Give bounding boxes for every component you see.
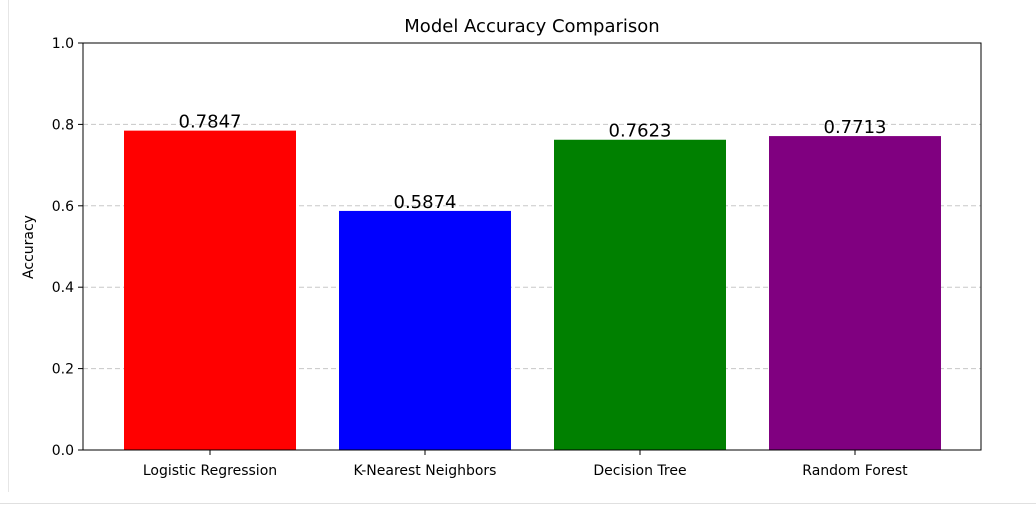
bar xyxy=(339,210,511,450)
y-tick-label: 1.0 xyxy=(52,36,74,52)
bar-value-label: 0.7847 xyxy=(179,112,242,133)
bar-value-label: 0.5874 xyxy=(394,192,457,213)
cell-bottom-border xyxy=(0,503,1036,504)
bars xyxy=(124,130,941,450)
value-labels: 0.7847 0.5874 0.7623 0.7713 xyxy=(179,112,887,213)
bar xyxy=(554,139,726,450)
plot-frame xyxy=(82,42,982,451)
y-tick-label: 0.8 xyxy=(52,117,74,133)
y-tick-label: 0.4 xyxy=(52,280,74,296)
bar-value-label: 0.7623 xyxy=(609,121,672,142)
y-axis-label: Accuracy xyxy=(21,215,37,279)
x-axis-ticks: Logistic Regression K-Nearest Neighbors De… xyxy=(143,450,908,479)
y-tick-label: 0.0 xyxy=(52,443,74,459)
bar xyxy=(124,130,296,450)
x-tick-label: Random Forest xyxy=(802,463,908,479)
y-axis-ticks: 0.0 0.2 0.4 0.6 0.8 1.0 xyxy=(52,36,83,459)
bar xyxy=(769,136,941,450)
x-tick-label: K-Nearest Neighbors xyxy=(354,463,497,479)
y-tick-label: 0.6 xyxy=(52,199,74,215)
cell-left-border xyxy=(8,0,9,492)
bar-value-label: 0.7713 xyxy=(824,117,887,138)
chart-title: Model Accuracy Comparison xyxy=(404,16,659,37)
x-tick-label: Logistic Regression xyxy=(143,463,277,479)
x-tick-label: Decision Tree xyxy=(593,463,686,479)
y-tick-label: 0.2 xyxy=(52,362,74,378)
